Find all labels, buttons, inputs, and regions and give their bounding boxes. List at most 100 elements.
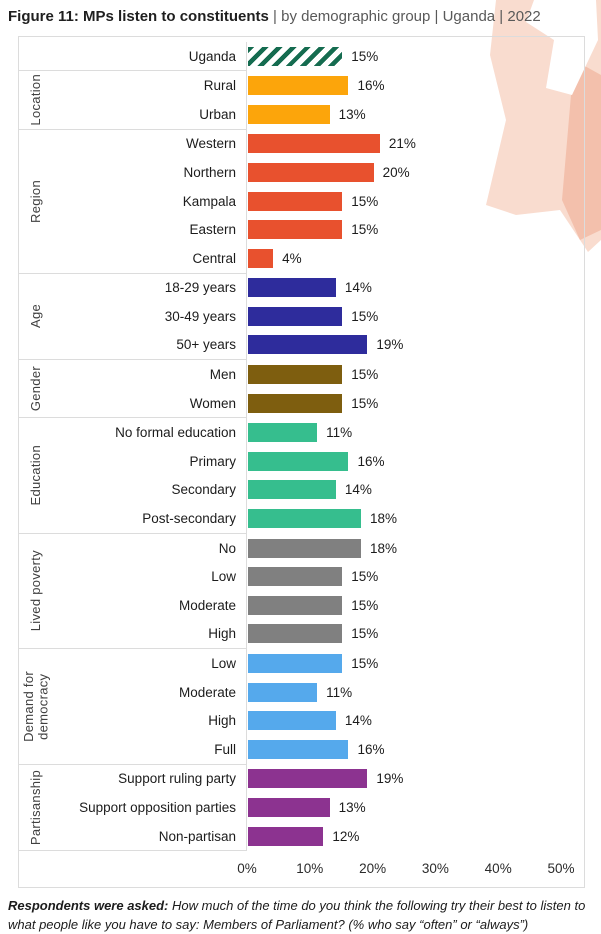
bar-high	[248, 711, 336, 731]
category-label-northern: Northern	[183, 164, 236, 180]
group-label-panel-age: Age 18-29 years 30-49 years 50+ years	[19, 273, 247, 361]
group-bars-region: 21% 20% 15% 15% 4%	[247, 130, 584, 274]
group-gender: Gender Men Women 15% 15%	[19, 360, 584, 419]
group-bars-gender: 15% 15%	[247, 360, 584, 418]
group-bars-education: 11% 16% 14% 18%	[247, 418, 584, 533]
group-label-age: Age	[27, 304, 43, 329]
group-lived-poverty: Lived poverty No Low Moderate High 18% 15% 15% 1…	[19, 533, 584, 650]
bar-value-support-opposition-parties: 13%	[338, 799, 366, 815]
bar-value-low: 15%	[351, 569, 379, 585]
group-bars-demand-for-democracy: 15% 11% 14% 16%	[247, 649, 584, 764]
group-bars-location: 16% 13%	[247, 71, 584, 129]
group-national: Uganda 15%	[19, 41, 584, 72]
bar-men	[248, 365, 343, 385]
category-label-30-49-years: 30-49 years	[164, 308, 236, 324]
bar-value-western: 21%	[388, 136, 416, 152]
group-label-demand-for-democracy: Demand for democracy	[20, 670, 50, 742]
group-education: Education No formal education Primary Secon…	[19, 418, 584, 534]
category-label-support-opposition-parties: Support opposition parties	[79, 799, 236, 815]
x-axis: 0% 10% 20% 30% 40% 50%	[19, 851, 584, 887]
group-label-gender: Gender	[27, 366, 43, 412]
bar-value-low: 15%	[351, 656, 379, 672]
bar-value-high: 14%	[344, 713, 372, 729]
x-axis-tick-30: 30%	[421, 861, 449, 877]
bar-primary	[248, 451, 349, 471]
group-label-panel-demand-for-democracy: Demand for democracy Low Moderate High Full	[19, 649, 247, 765]
bar-value-uganda: 15%	[351, 48, 379, 64]
category-label-no: No	[218, 540, 236, 556]
bar-low	[248, 654, 343, 674]
category-label-moderate: Moderate	[178, 597, 236, 613]
chart-groups: Uganda 15% Location Rural Urban 16% 13% Region W…	[19, 41, 584, 852]
group-location: Location Rural Urban 16% 13%	[19, 71, 584, 130]
bar-no	[248, 538, 362, 558]
footnote-lead: Respondents were asked:	[8, 898, 169, 914]
group-label-partisanship: Partisanship	[27, 769, 43, 846]
bar-non-partisan	[248, 826, 324, 846]
bar-value-men: 15%	[351, 367, 379, 383]
group-bars-partisanship: 19% 13% 12%	[247, 765, 584, 852]
category-label-18-29-years: 18-29 years	[164, 280, 236, 296]
bar-18-29-years	[248, 278, 336, 298]
group-partisanship: Partisanship Support ruling party Support …	[19, 764, 584, 852]
group-bars-national: 15%	[247, 42, 584, 72]
group-bars-age: 14% 15% 19%	[247, 274, 584, 361]
group-label-panel-location: Location Rural Urban	[19, 71, 247, 130]
bar-value-moderate: 15%	[351, 597, 379, 613]
group-label-education: Education	[27, 445, 43, 506]
category-label-eastern: Eastern	[189, 222, 236, 238]
bar-post-secondary	[248, 509, 362, 529]
bar-value-high: 15%	[351, 626, 379, 642]
category-label-low: Low	[211, 569, 236, 585]
bar-value-secondary: 14%	[344, 482, 372, 498]
category-label-central: Central	[192, 250, 236, 266]
chart-footnote: Respondents were asked: How much of the …	[8, 897, 593, 934]
bar-value-primary: 16%	[357, 453, 385, 469]
bar-eastern	[248, 220, 343, 240]
bar-urban	[248, 104, 330, 124]
group-label-panel-lived-poverty: Lived poverty No Low Moderate High	[19, 533, 247, 650]
group-region: Region Western Northern Kampala Eastern Centr…	[19, 129, 584, 274]
x-axis-tick-20: 20%	[359, 861, 387, 877]
bar-value-central: 4%	[282, 250, 302, 266]
group-age: Age 18-29 years 30-49 years 50+ years 14% 15%…	[19, 273, 584, 361]
category-label-high: High	[208, 713, 236, 729]
category-label-low: Low	[211, 656, 236, 672]
bar-uganda	[248, 46, 343, 66]
category-label-non-partisan: Non-partisan	[158, 828, 236, 844]
bar-moderate	[248, 682, 318, 702]
bar-rural	[248, 76, 349, 96]
group-label-region: Region	[27, 179, 43, 223]
group-label-panel-region: Region Western Northern Kampala Eastern Centr…	[19, 129, 247, 274]
bar-western	[248, 134, 380, 154]
group-label-panel-education: Education No formal education Primary Secon…	[19, 418, 247, 534]
bar-value-women: 15%	[351, 395, 379, 411]
bar-central	[248, 248, 274, 268]
group-bars-lived-poverty: 18% 15% 15% 15%	[247, 534, 584, 649]
afrobarometer-map-decoration	[476, 0, 601, 260]
group-label-location: Location	[27, 74, 43, 126]
bar-value-post-secondary: 18%	[370, 511, 398, 527]
category-label-secondary: Secondary	[171, 482, 236, 498]
category-label-post-secondary: Post-secondary	[142, 511, 236, 527]
figure-title: Figure 11: MPs listen to constituents | …	[0, 0, 601, 31]
x-axis-tick-50: 50%	[547, 861, 575, 877]
bar-value-no: 18%	[370, 540, 398, 556]
category-label-primary: Primary	[189, 453, 237, 469]
bar-value-northern: 20%	[382, 164, 410, 180]
group-label-lived-poverty: Lived poverty	[27, 550, 43, 632]
bar-full	[248, 739, 349, 759]
bar-support-ruling-party	[248, 769, 368, 789]
bar-value-non-partisan: 12%	[332, 828, 360, 844]
bar-value-no-formal-education: 11%	[326, 425, 353, 441]
category-label-urban: Urban	[199, 106, 236, 122]
category-label-support-ruling-party: Support ruling party	[118, 771, 236, 787]
bar-value-kampala: 15%	[351, 193, 379, 209]
group-label-panel-gender: Gender Men Women	[19, 360, 247, 419]
bar-value-moderate: 11%	[326, 684, 353, 700]
bar-moderate	[248, 595, 343, 615]
bar-high	[248, 624, 343, 644]
x-axis-tick-10: 10%	[296, 861, 324, 877]
bar-secondary	[248, 480, 336, 500]
category-label-western: Western	[185, 136, 236, 152]
